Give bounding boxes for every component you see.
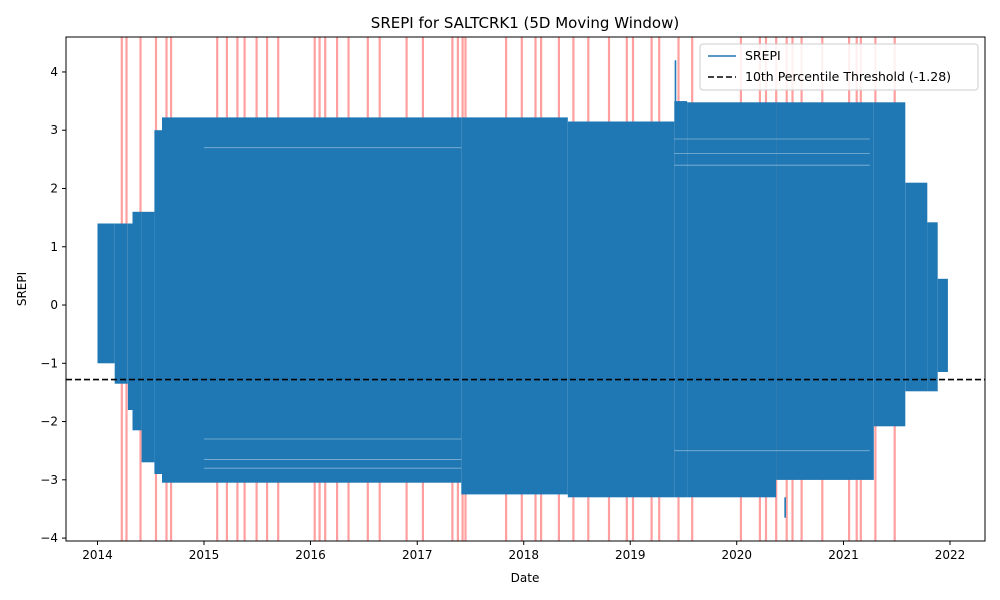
y-axis-label: SREPI: [15, 272, 29, 306]
srepi-segment-0: [97, 223, 115, 364]
y-tick-label--3: −3: [40, 473, 58, 487]
x-tick-label-2017: 2017: [402, 548, 433, 562]
y-tick-label--1: −1: [40, 356, 58, 370]
y-tick-label-2: 2: [50, 181, 58, 195]
x-tick-label-2022: 2022: [935, 548, 966, 562]
x-axis: 2014 2015 2016 2017 2018 2019 2020 2021 2022: [82, 541, 965, 562]
x-tick-label-2016: 2016: [295, 548, 326, 562]
srepi-segment-15: [937, 278, 948, 372]
legend-label-srepi: SREPI: [745, 48, 781, 63]
legend-label-threshold: 10th Percentile Threshold (-1.28): [745, 69, 951, 84]
srepi-segment-4: [141, 211, 155, 463]
srepi-segment-14: [927, 222, 938, 392]
srepi-segment-10: [687, 102, 777, 498]
srepi-segment-9: [674, 101, 688, 498]
y-axis: −4 −3 −2 −1 0 1 2 3 4: [40, 65, 66, 545]
x-axis-label: Date: [511, 571, 540, 585]
srepi-segment-7: [461, 117, 568, 495]
y-tick-label--2: −2: [40, 415, 58, 429]
x-tick-label-2018: 2018: [508, 548, 539, 562]
plot-frame: [65, 36, 986, 542]
y-tick-label-4: 4: [50, 65, 58, 79]
srepi-segment-12: [873, 102, 906, 427]
srepi-segment-2: [127, 223, 133, 410]
x-tick-label-2021: 2021: [828, 548, 859, 562]
srepi-series: [97, 60, 948, 518]
x-tick-label-2019: 2019: [615, 548, 646, 562]
legend-box: [699, 43, 979, 91]
y-tick-label-1: 1: [50, 240, 58, 254]
y-tick-label--4: −4: [40, 531, 58, 545]
srepi-segment-13: [905, 182, 928, 392]
srepi-segment-3: [132, 211, 142, 431]
x-tick-label-2015: 2015: [189, 548, 220, 562]
srepi-segment-1: [114, 223, 128, 384]
legend: SREPI 10th Percentile Threshold (-1.28): [699, 43, 979, 91]
srepi-segment-6: [162, 117, 462, 483]
plot-area: [66, 37, 985, 541]
srepi-segment-11: [776, 102, 874, 480]
srepi-segment-8: [567, 121, 675, 498]
x-tick-label-2020: 2020: [721, 548, 752, 562]
chart-title: SREPI for SALTCRK1 (5D Moving Window): [371, 14, 679, 32]
x-tick-label-2014: 2014: [82, 548, 113, 562]
y-tick-label-0: 0: [50, 298, 58, 312]
y-tick-label-3: 3: [50, 123, 58, 137]
srepi-segment-5: [154, 130, 162, 474]
